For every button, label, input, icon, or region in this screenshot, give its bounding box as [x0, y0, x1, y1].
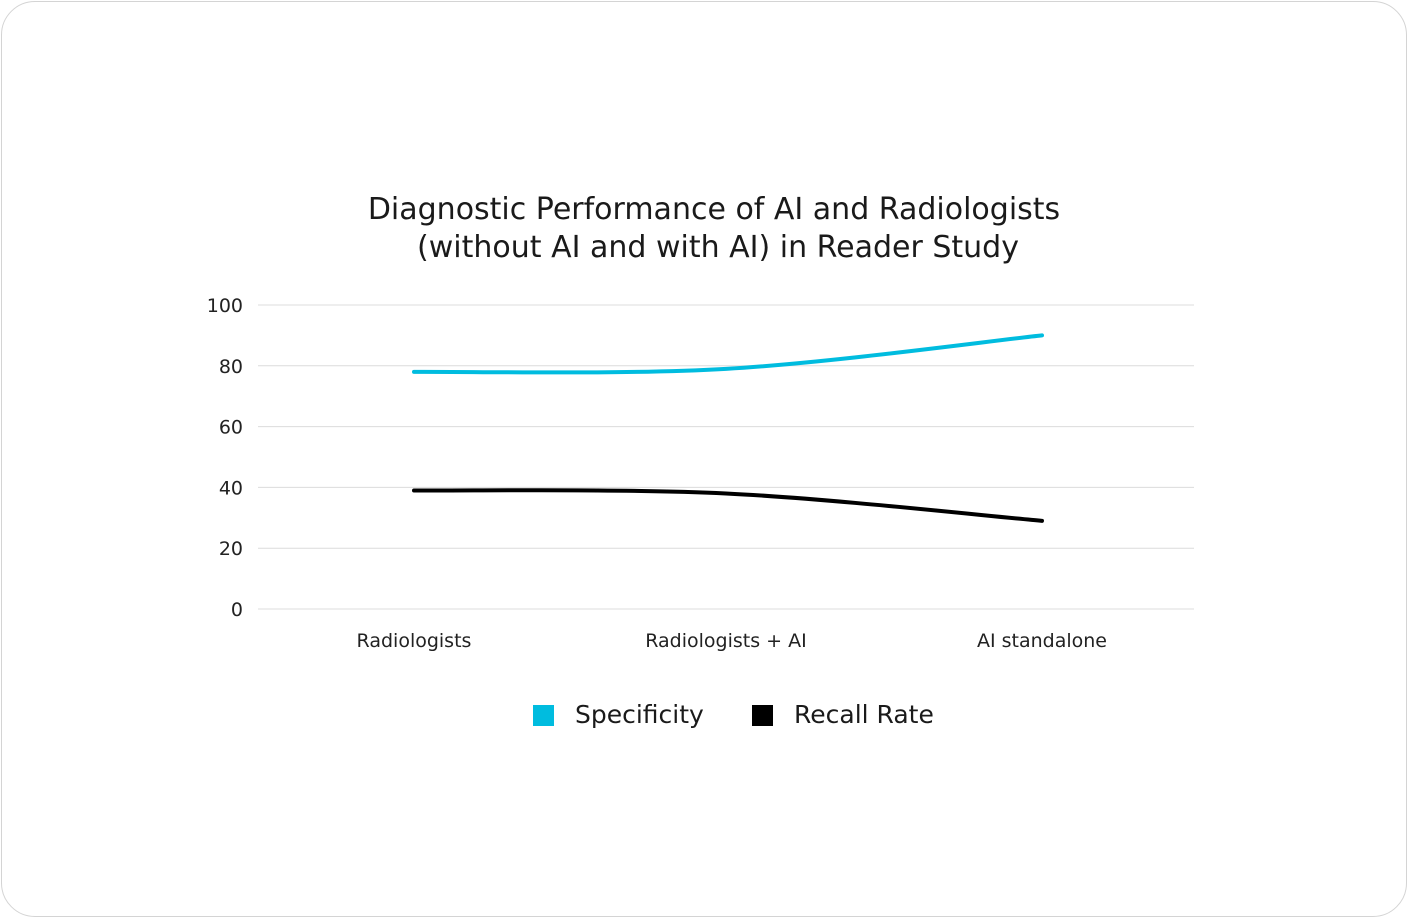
- legend-swatch: [752, 705, 773, 726]
- legend-swatch: [533, 705, 554, 726]
- chart-title-line-1: Diagnostic Performance of AI and Radiolo…: [368, 192, 1060, 227]
- legend-label: Recall Rate: [794, 700, 934, 729]
- x-tick-label: Radiologists: [357, 630, 472, 652]
- y-tick-label: 100: [207, 295, 243, 317]
- x-tick-label: Radiologists + AI: [645, 630, 806, 652]
- y-tick-label: 20: [219, 538, 243, 560]
- legend-label: Specificity: [575, 700, 704, 729]
- y-tick-label: 60: [219, 417, 243, 439]
- y-tick-label: 0: [231, 599, 243, 621]
- chart-title-line-2: (without AI and with AI) in Reader Study: [417, 230, 1019, 265]
- x-tick-label: AI standalone: [977, 630, 1107, 652]
- y-tick-label: 40: [219, 477, 243, 499]
- series-line-recall-rate: [412, 488, 1044, 523]
- y-tick-label: 80: [219, 356, 243, 378]
- series-line-specificity: [412, 333, 1044, 375]
